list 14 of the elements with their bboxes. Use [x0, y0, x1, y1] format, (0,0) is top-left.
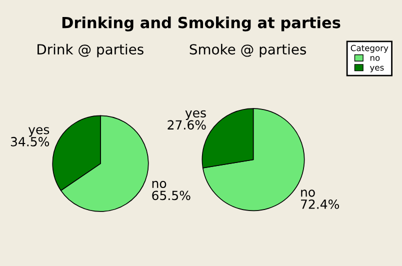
slice-label: no	[152, 180, 166, 188]
data-label: 34.5%	[10, 136, 50, 146]
legend-label: no	[370, 56, 380, 61]
legend-title: Category	[350, 44, 388, 53]
data-label: 72.4%	[301, 199, 340, 209]
chart-title: Drinking and Smoking at parties	[62, 16, 340, 32]
chart-title: Smoke @ parties	[190, 44, 306, 58]
data-label: 65.5%	[152, 190, 190, 200]
chart-subtitle: Drink @ parties	[38, 44, 144, 58]
data-label: 27.6%	[168, 120, 206, 130]
slice-label: yes	[185, 110, 206, 120]
legend-label: yes	[370, 66, 384, 72]
slice-label: no	[301, 190, 315, 197]
slice-label: yes	[28, 127, 50, 137]
